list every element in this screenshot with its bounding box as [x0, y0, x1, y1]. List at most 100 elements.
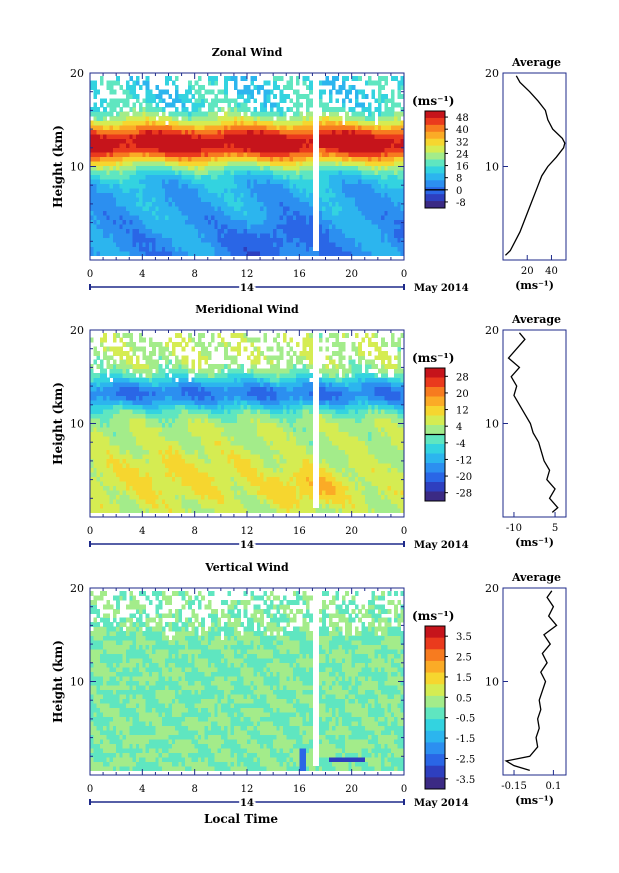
heatmap-cell	[214, 196, 218, 202]
heatmap-cell	[305, 98, 310, 104]
heatmap-cell	[237, 205, 241, 211]
heatmap-cell	[125, 228, 130, 234]
heatmap-cell	[93, 445, 97, 450]
heatmap-cell	[282, 494, 287, 500]
heatmap-cell	[240, 120, 245, 126]
heatmap-cell	[351, 116, 356, 122]
heatmap-cell	[315, 250, 320, 256]
heatmap-cell	[99, 165, 104, 171]
colorbar-swatch	[425, 111, 445, 119]
heatmap-cell	[305, 129, 310, 135]
heatmap-cell	[132, 80, 137, 86]
heatmap-cell	[364, 228, 369, 234]
heatmap-cell	[371, 89, 375, 95]
heatmap-cell	[299, 223, 303, 229]
heatmap-cell	[116, 489, 120, 495]
heatmap-cell	[194, 89, 199, 95]
heatmap-cell	[341, 138, 346, 144]
heatmap-cell	[178, 485, 182, 491]
heatmap-cell	[282, 210, 287, 216]
heatmap-cell	[112, 471, 117, 477]
heatmap-cell	[201, 489, 205, 495]
heatmap-cell	[390, 165, 395, 171]
heatmap-cell	[269, 192, 274, 198]
heatmap-cell	[204, 462, 209, 468]
heatmap-cell	[390, 201, 395, 207]
heatmap-cell	[296, 445, 300, 450]
heatmap-cell	[384, 498, 389, 504]
heatmap-cell	[197, 165, 202, 171]
heatmap-cell	[358, 232, 362, 238]
heatmap-cell	[318, 147, 323, 153]
heatmap-cell	[247, 241, 251, 247]
heatmap-cell	[233, 165, 238, 171]
heatmap-cell	[237, 219, 241, 225]
heatmap-cell	[122, 241, 127, 247]
heatmap-cell	[390, 143, 395, 149]
heatmap-cell	[371, 129, 375, 135]
heatmap-cell	[384, 219, 389, 225]
heatmap-cell	[96, 219, 101, 225]
heatmap-cell	[371, 183, 375, 189]
heatmap-cell	[129, 241, 133, 247]
heatmap-cell	[371, 196, 375, 202]
heatmap-cell	[230, 205, 235, 211]
heatmap-cell	[394, 196, 398, 202]
heatmap-cell	[103, 246, 107, 252]
heatmap-cell	[165, 192, 169, 198]
heatmap-cell	[171, 165, 176, 171]
heatmap-cell	[309, 458, 313, 464]
heatmap-cell	[204, 498, 209, 504]
heatmap-cell	[325, 223, 330, 229]
heatmap-cell	[217, 107, 222, 113]
heatmap-cell	[96, 210, 101, 216]
heatmap-cell	[125, 93, 130, 99]
heatmap-cell	[175, 449, 179, 455]
heatmap-cell	[256, 174, 261, 180]
heatmap-cell	[348, 165, 353, 171]
heatmap-cell	[109, 138, 114, 144]
heatmap-cell	[220, 107, 225, 113]
heatmap-cell	[322, 458, 326, 464]
heatmap-cell	[354, 165, 359, 171]
heatmap-cell	[260, 188, 264, 193]
heatmap-cell	[394, 188, 398, 193]
colorbar-swatch	[425, 117, 445, 126]
heatmap-cell	[302, 201, 307, 207]
heatmap-cell	[309, 237, 313, 243]
heatmap-cell	[345, 485, 349, 491]
heatmap-cell	[260, 498, 264, 504]
heatmap-cell	[338, 232, 343, 238]
heatmap-cell	[240, 125, 245, 131]
heatmap-cell	[152, 161, 156, 167]
heatmap-cell	[328, 241, 333, 247]
heatmap-cell	[220, 125, 225, 131]
heatmap-cell	[289, 453, 294, 459]
heatmap-cell	[282, 201, 287, 207]
heatmap-cell	[129, 480, 133, 486]
heatmap-cell	[148, 489, 153, 495]
heatmap-cell	[394, 219, 398, 225]
heatmap-cell	[256, 125, 261, 131]
heatmap-cell	[227, 125, 232, 131]
heatmap-cell	[93, 498, 97, 504]
heatmap-cell	[325, 107, 330, 113]
heatmap-cell	[276, 134, 281, 140]
heatmap-cell	[351, 84, 356, 90]
heatmap-cell	[230, 453, 235, 459]
heatmap-cell	[119, 183, 124, 189]
heatmap-cell	[364, 196, 369, 202]
heatmap-cell	[230, 503, 235, 509]
heatmap-cell	[122, 188, 127, 193]
heatmap-cell	[240, 201, 245, 207]
heatmap-cell	[139, 161, 143, 167]
heatmap-cell	[243, 165, 248, 171]
heatmap-cell	[233, 503, 238, 509]
heatmap-cell	[201, 156, 205, 162]
heatmap-cell	[211, 223, 215, 229]
heatmap-cell	[217, 170, 222, 176]
heatmap-cell	[325, 471, 330, 477]
heatmap-cell	[103, 98, 107, 104]
heatmap-cell	[354, 458, 359, 464]
heatmap-cell	[279, 223, 284, 229]
